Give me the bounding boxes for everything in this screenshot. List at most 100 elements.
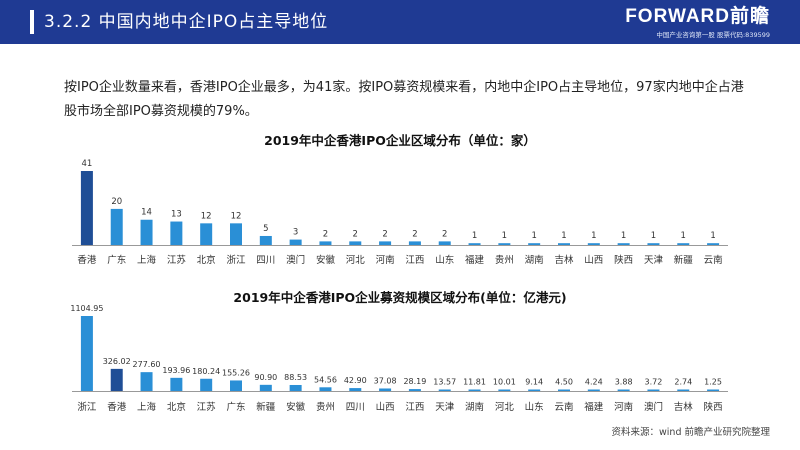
data-label: 2 (442, 229, 447, 239)
brand-tagline: 中国产业咨询第一股 股票代码:839599 (656, 31, 770, 39)
data-label: 326.02 (103, 357, 131, 366)
bar (528, 243, 541, 245)
data-label: 42.90 (344, 376, 367, 385)
data-label: 41 (81, 159, 92, 169)
category-label: 江苏 (167, 254, 187, 266)
bar (408, 389, 421, 391)
category-label: 北京 (167, 401, 186, 413)
data-label: 2 (412, 229, 417, 239)
bar (707, 389, 720, 391)
category-label: 河南 (376, 254, 395, 266)
bar (349, 388, 362, 391)
data-label: 4.50 (555, 378, 573, 387)
bar (587, 243, 600, 245)
data-label: 2 (382, 229, 387, 239)
header-accent (30, 10, 34, 34)
category-label: 浙江 (77, 401, 97, 413)
bar (259, 384, 272, 391)
data-label: 54.56 (314, 375, 337, 384)
bar (647, 243, 660, 245)
data-label: 28.19 (403, 377, 426, 386)
category-label: 江西 (405, 255, 424, 266)
category-label: 浙江 (226, 254, 246, 266)
data-label: 1 (710, 231, 715, 241)
bar (438, 241, 451, 245)
data-label: 12 (201, 211, 212, 221)
data-label: 13 (171, 210, 182, 220)
bar (80, 171, 93, 245)
bar (140, 372, 153, 391)
category-label: 福建 (584, 401, 604, 413)
data-label: 10.01 (493, 378, 516, 387)
bar (170, 221, 183, 245)
data-label: 1 (531, 231, 536, 241)
bar (379, 388, 392, 391)
bar (379, 241, 392, 245)
bar (617, 389, 630, 391)
bar (230, 380, 242, 391)
bar (289, 384, 302, 391)
data-label: 90.90 (254, 373, 277, 382)
category-label: 山东 (525, 401, 544, 413)
category-label: 吉林 (674, 401, 694, 413)
category-label: 河南 (614, 401, 633, 413)
category-label: 福建 (465, 254, 485, 266)
bar (200, 378, 213, 391)
data-label: 3 (293, 228, 298, 238)
category-label: 北京 (197, 254, 216, 266)
data-label: 193.96 (162, 366, 190, 375)
data-label: 1 (591, 231, 596, 241)
bar (319, 241, 332, 245)
data-label: 9.14 (525, 378, 543, 387)
category-label: 澳门 (644, 401, 663, 413)
bar (259, 235, 272, 245)
chart-title-count: 2019年中企香港IPO企业区域分布（单位：家） (264, 133, 536, 148)
category-label: 香港 (77, 254, 97, 266)
bar (80, 316, 93, 391)
data-label: 20 (111, 197, 122, 207)
category-label: 云南 (554, 401, 573, 413)
bar (468, 389, 481, 391)
category-label: 广东 (226, 401, 245, 413)
data-label: 180.24 (192, 367, 220, 376)
data-label: 88.53 (284, 373, 307, 382)
bar (200, 223, 213, 245)
bar (528, 389, 541, 391)
category-label: 河北 (495, 401, 515, 413)
bar (617, 243, 630, 245)
page-title: 3.2.2 中国内地中企IPO占主导地位 (44, 12, 329, 32)
category-label: 安徽 (316, 254, 336, 266)
category-label: 广东 (107, 254, 126, 266)
bar (170, 377, 183, 391)
category-label: 湖南 (465, 401, 484, 413)
bar (647, 389, 660, 391)
source-note: 资料来源：wind 前瞻产业研究院整理 (611, 427, 770, 438)
category-label: 天津 (644, 255, 664, 266)
data-label: 1 (472, 231, 477, 241)
bar (438, 389, 451, 391)
bar (319, 387, 332, 391)
category-label: 山西 (376, 402, 395, 413)
bar (587, 389, 600, 391)
bar (140, 219, 153, 245)
category-label: 陕西 (704, 401, 723, 413)
data-label: 1 (502, 231, 507, 241)
bar (498, 243, 511, 245)
data-label: 13.57 (433, 378, 456, 387)
bar (408, 241, 421, 245)
category-label: 山东 (435, 254, 454, 266)
data-label: 1 (681, 231, 686, 241)
data-label: 14 (141, 208, 152, 218)
data-label: 5 (263, 224, 268, 234)
category-label: 四川 (256, 255, 275, 266)
data-label: 2.74 (674, 378, 692, 387)
data-label: 2 (323, 229, 328, 239)
bar (289, 239, 302, 245)
bar (558, 243, 570, 245)
header-bar: 3.2.2 中国内地中企IPO占主导地位 FORWARD前瞻 中国产业咨询第一股… (0, 0, 800, 44)
bar (498, 389, 511, 391)
ipo-count-chart: 41香港20广东14上海13江苏12北京12浙江5四川3澳门2安徽2河北2河南2… (72, 159, 728, 266)
category-label: 山西 (584, 255, 603, 266)
category-label: 四川 (346, 402, 365, 413)
bar (707, 243, 720, 245)
